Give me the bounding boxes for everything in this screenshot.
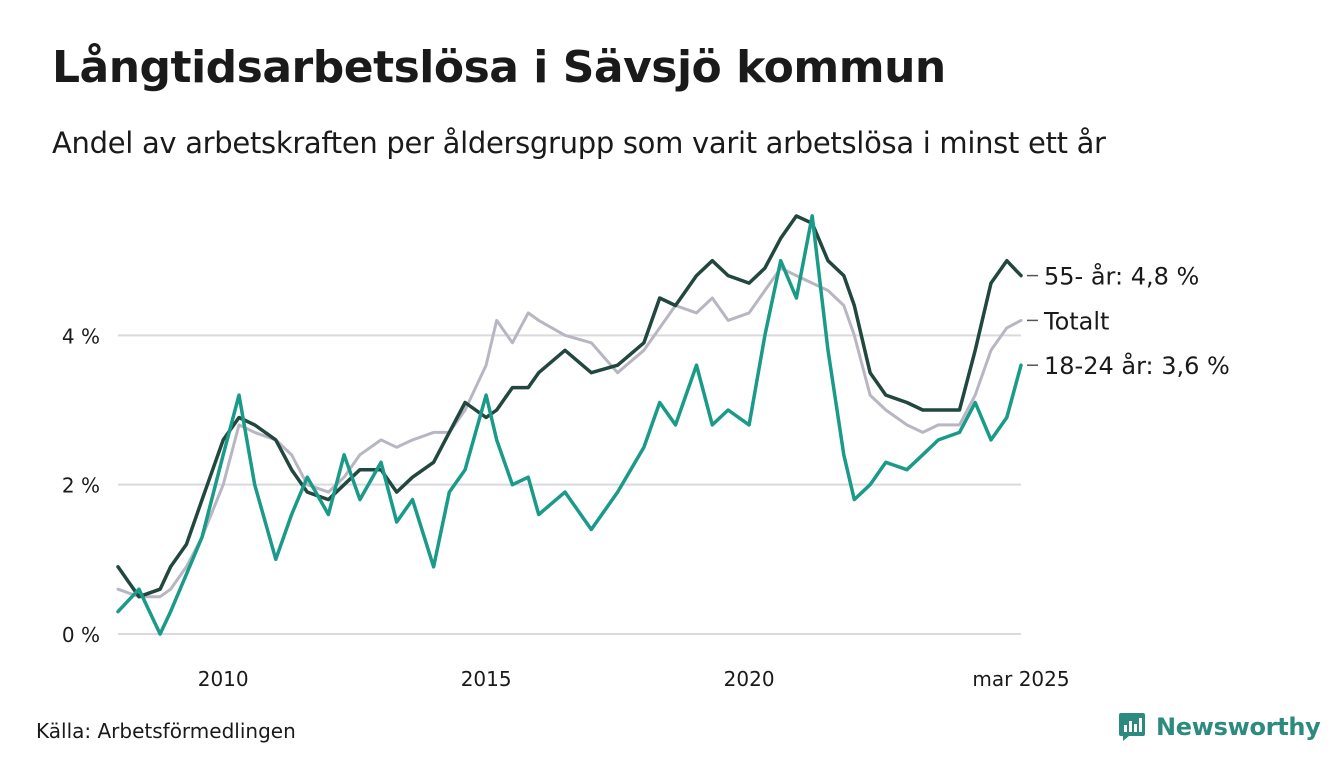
chart-subtitle: Andel av arbetskraften per åldersgrupp s… (52, 126, 1106, 160)
series-end-labels: 55- år: 4,8 % Totalt 18-24 år: 3,6 % (1027, 262, 1230, 380)
source-note: Källa: Arbetsförmedlingen (36, 719, 296, 743)
y-tick-label: 2 % (62, 474, 100, 498)
x-tick-label: mar 2025 (972, 667, 1069, 691)
brand-name: Newsworthy (1156, 713, 1321, 741)
newsworthy-logo-icon (1119, 713, 1145, 741)
x-tick-label: 2015 (461, 667, 512, 691)
series-line-totalt (116, 266, 1023, 599)
series-line-55-r (116, 214, 1023, 599)
series-end-label: 18-24 år: 3,6 % (1044, 351, 1230, 380)
series-end-label: 55- år: 4,8 % (1044, 262, 1199, 291)
series-line-18-24-r (116, 214, 1023, 636)
y-tick-label: 4 % (62, 324, 100, 348)
y-axis-ticks: 0 % 2 % 4 % (62, 324, 100, 647)
series-lines (116, 214, 1023, 636)
chart-title: Långtidsarbetslösa i Sävsjö kommun (52, 42, 946, 93)
x-axis-ticks: 2010 2015 2020 mar 2025 (198, 667, 1070, 691)
x-tick-label: 2020 (724, 667, 775, 691)
series-end-label: Totalt (1043, 307, 1109, 335)
x-tick-label: 2010 (198, 667, 249, 691)
brand: Newsworthy (1118, 712, 1321, 742)
y-tick-label: 0 % (62, 623, 100, 647)
